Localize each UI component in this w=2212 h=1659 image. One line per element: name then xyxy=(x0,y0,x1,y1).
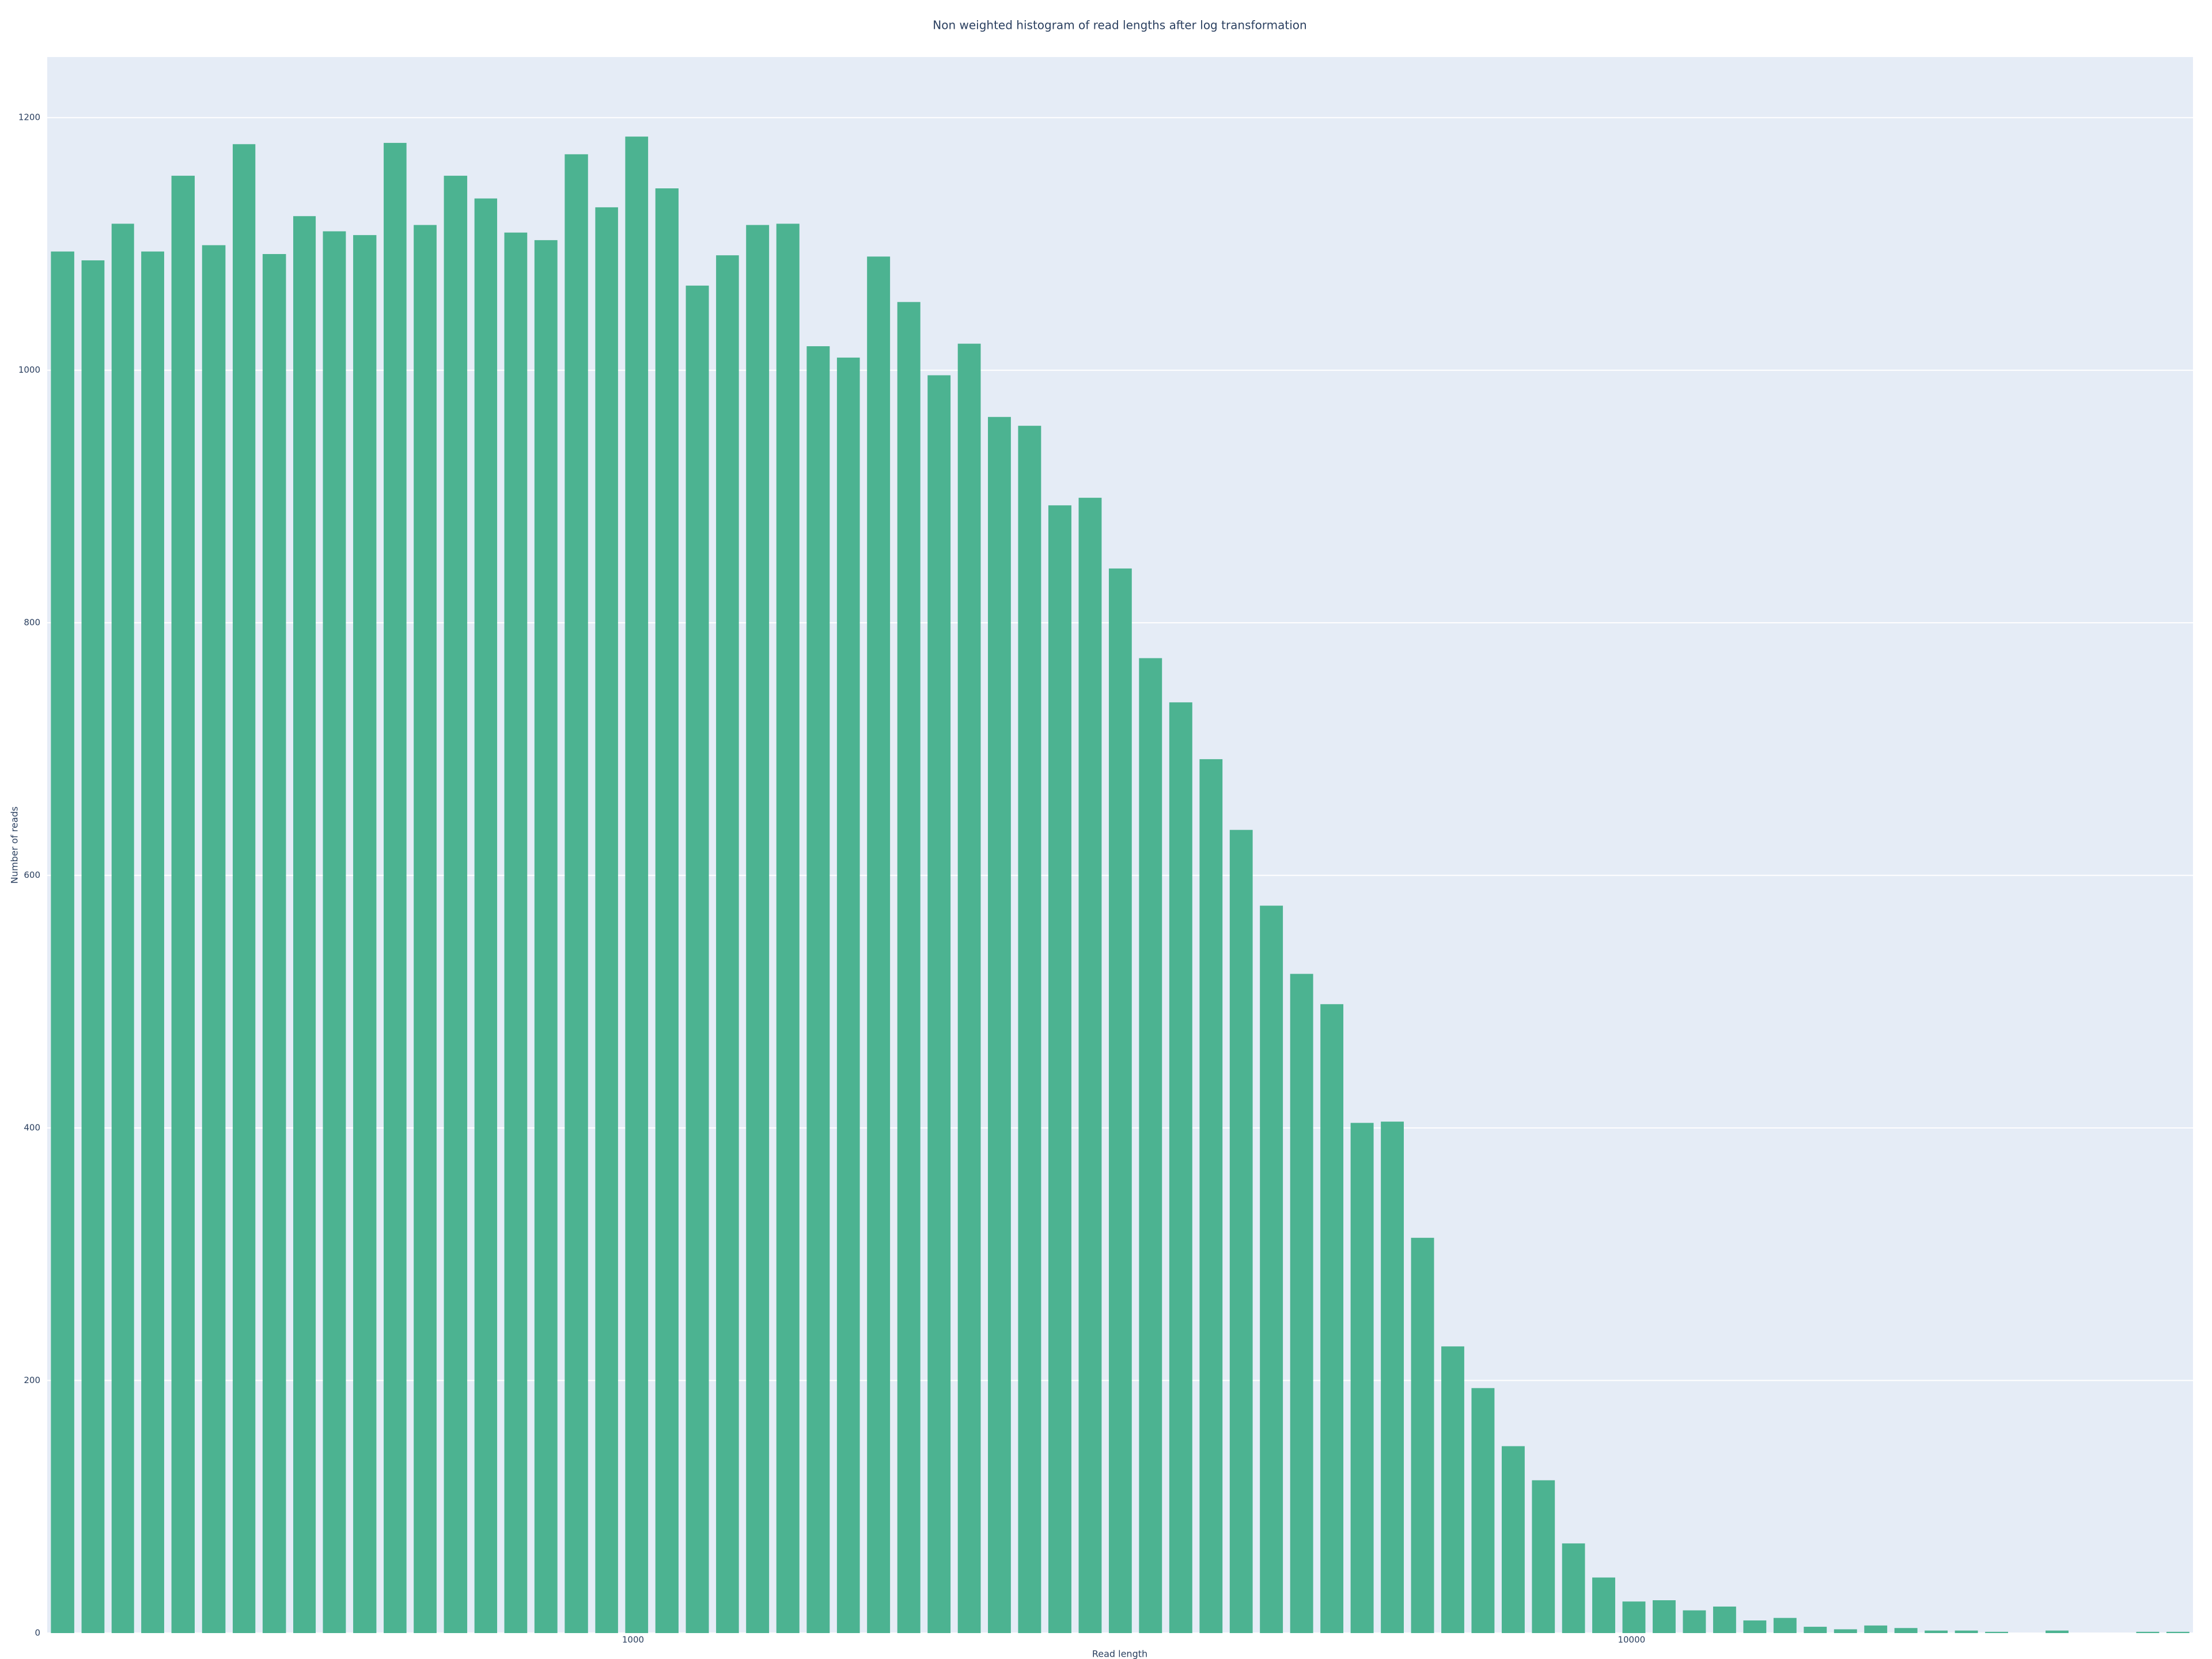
bar xyxy=(262,254,286,1633)
bar xyxy=(1773,1618,1797,1633)
bar xyxy=(1894,1628,1918,1633)
bar xyxy=(1925,1630,1948,1633)
y-tick-label: 800 xyxy=(24,618,40,628)
bar xyxy=(51,251,74,1633)
bar xyxy=(353,235,377,1633)
bar xyxy=(1139,658,1162,1633)
bar xyxy=(1229,830,1253,1633)
bar xyxy=(1471,1388,1495,1633)
bar xyxy=(1048,505,1071,1633)
bar xyxy=(988,416,1011,1634)
bar xyxy=(1411,1237,1434,1633)
bar xyxy=(927,375,951,1634)
bar xyxy=(2046,1630,2069,1633)
bar xyxy=(1532,1480,1555,1633)
bar xyxy=(1501,1446,1525,1633)
x-tick-label: 10000 xyxy=(1618,1635,1645,1645)
bar xyxy=(1441,1346,1464,1633)
bar xyxy=(897,302,921,1634)
bar xyxy=(806,346,830,1633)
x-axis-title: Read length xyxy=(1092,1649,1147,1659)
bar xyxy=(1713,1606,1736,1633)
bar xyxy=(776,224,800,1634)
bar xyxy=(444,176,468,1634)
bar xyxy=(1350,1123,1374,1633)
chart-title: Non weighted histogram of read lengths a… xyxy=(933,18,1306,32)
bar xyxy=(595,207,618,1634)
bar xyxy=(323,231,346,1633)
bar xyxy=(171,176,195,1634)
y-tick-label: 1000 xyxy=(18,365,40,375)
bar xyxy=(1683,1610,1706,1633)
bar xyxy=(1169,702,1192,1633)
bar xyxy=(1743,1620,1767,1633)
y-tick-label: 600 xyxy=(24,870,40,880)
bar xyxy=(2136,1631,2160,1633)
bar xyxy=(1381,1122,1404,1633)
bar xyxy=(414,225,437,1634)
bar xyxy=(1290,974,1313,1633)
y-tick-label: 1200 xyxy=(18,112,40,123)
bar xyxy=(867,256,891,1634)
y-tick-label: 400 xyxy=(24,1123,40,1133)
bar xyxy=(1622,1601,1646,1633)
bar xyxy=(716,255,739,1633)
bar xyxy=(141,251,164,1633)
x-tick-label: 1000 xyxy=(622,1635,644,1645)
bar xyxy=(1108,568,1132,1633)
bar xyxy=(655,188,679,1633)
bar xyxy=(534,240,558,1634)
bar xyxy=(293,216,316,1634)
bar xyxy=(202,245,226,1634)
bar xyxy=(957,343,981,1634)
y-axis-title: Number of reads xyxy=(9,806,20,884)
bar xyxy=(1834,1629,1857,1633)
bar xyxy=(2166,1631,2190,1633)
bar xyxy=(1018,426,1041,1634)
bar xyxy=(1804,1627,1827,1633)
bar xyxy=(81,260,105,1634)
bar xyxy=(1653,1600,1676,1633)
bar xyxy=(1592,1577,1615,1633)
bar xyxy=(625,137,649,1633)
bar xyxy=(1864,1625,1888,1633)
bar xyxy=(1985,1631,2009,1633)
y-tick-label: 0 xyxy=(35,1628,40,1638)
bar xyxy=(1562,1543,1585,1633)
bar xyxy=(565,154,588,1634)
bar xyxy=(233,144,256,1633)
bar xyxy=(1320,1004,1344,1633)
bar xyxy=(504,232,528,1634)
bar xyxy=(1260,906,1283,1633)
bar xyxy=(1199,759,1223,1633)
bar xyxy=(746,225,770,1634)
bar xyxy=(1955,1630,1978,1633)
bar xyxy=(384,143,407,1634)
bar xyxy=(111,224,134,1634)
bar xyxy=(474,198,498,1633)
bar xyxy=(836,357,860,1633)
bar xyxy=(685,285,709,1634)
bar xyxy=(1078,498,1102,1633)
y-tick-label: 200 xyxy=(24,1375,40,1385)
